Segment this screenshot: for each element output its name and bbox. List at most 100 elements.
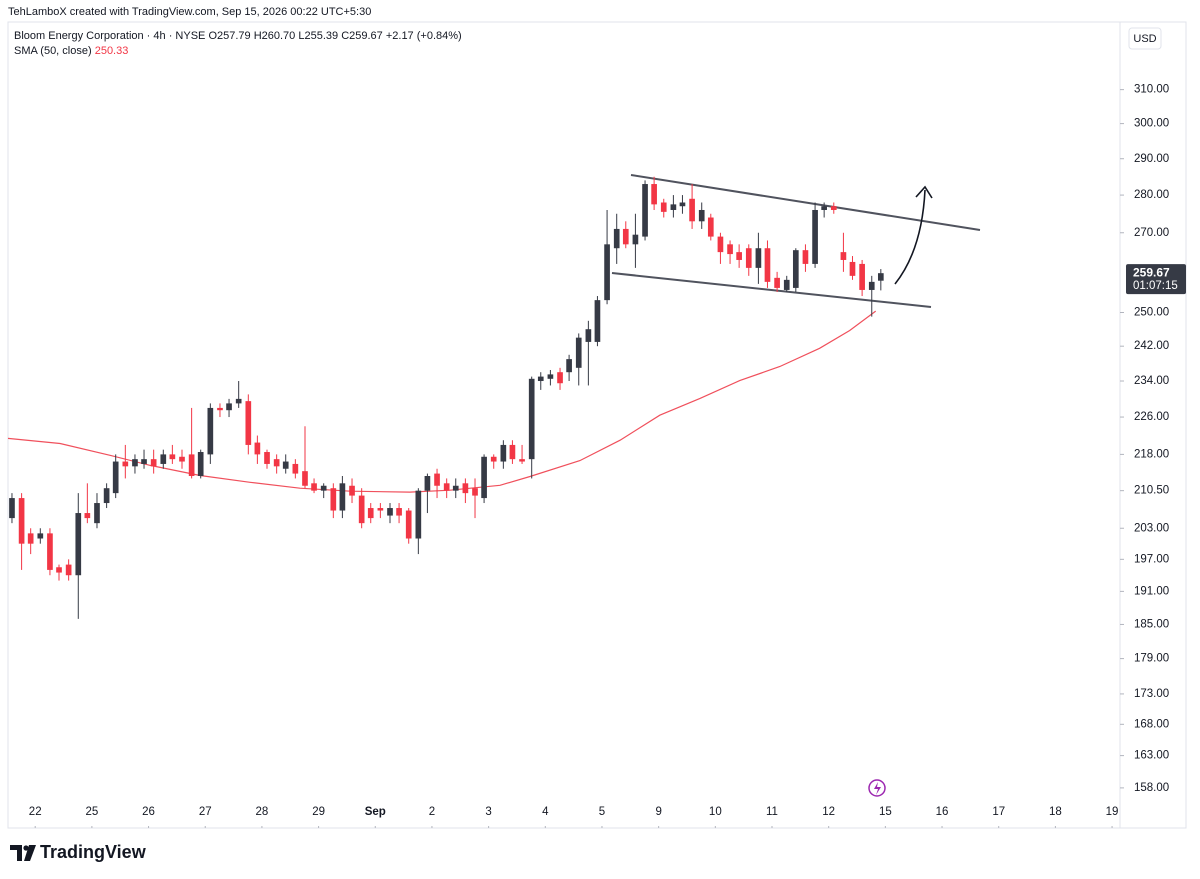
x-tick-label: 18 — [1049, 806, 1062, 818]
candle — [141, 449, 147, 469]
candle-body — [27, 533, 34, 544]
candle-body — [783, 279, 790, 290]
x-tick-label: 26 — [142, 806, 155, 818]
candle — [528, 376, 535, 479]
y-tick-label: 168.00 — [1134, 718, 1169, 730]
logo-slash — [24, 845, 36, 861]
candle — [75, 493, 82, 619]
candle-body — [349, 485, 355, 496]
close-label: C259.67 — [341, 30, 383, 42]
candle — [311, 478, 317, 494]
candle-body — [868, 281, 875, 290]
candle-body — [642, 184, 648, 237]
candle — [717, 232, 724, 264]
brand-logo — [10, 845, 36, 861]
candle-body — [594, 300, 601, 342]
candle — [830, 202, 837, 214]
candle-body — [141, 459, 147, 464]
candle — [868, 275, 875, 317]
candle — [112, 454, 119, 499]
candle — [622, 221, 629, 249]
candle — [264, 449, 270, 469]
candle-body — [160, 454, 167, 464]
candle-body — [452, 485, 459, 491]
candle — [792, 248, 799, 292]
y-tick-label: 191.00 — [1134, 585, 1169, 597]
y-tick-label: 163.00 — [1134, 750, 1169, 762]
x-tick-label: 11 — [766, 806, 778, 818]
candle-body — [660, 202, 667, 212]
candle-body — [65, 564, 72, 576]
y-tick-label: 173.00 — [1134, 688, 1169, 700]
candle-body — [859, 263, 865, 290]
candle — [660, 198, 667, 218]
high-label: H260.70 — [254, 30, 296, 42]
candle — [65, 559, 72, 581]
candle-body — [367, 508, 374, 519]
brand: TradingView — [40, 842, 147, 862]
lower-trendline[interactable] — [611, 272, 932, 308]
event-bolt — [874, 782, 881, 795]
candle-body — [519, 459, 525, 462]
candle-body — [490, 456, 497, 462]
candle — [490, 454, 497, 469]
candle — [339, 476, 346, 519]
candle — [575, 333, 582, 386]
candle — [557, 367, 563, 390]
candle-body — [557, 372, 563, 384]
candle-body — [443, 483, 450, 491]
candle-body — [339, 483, 346, 511]
candle — [840, 232, 847, 272]
candle — [217, 403, 223, 418]
countdown: 01:07:15 — [1133, 280, 1178, 292]
candle — [452, 478, 459, 499]
logo-mark — [10, 845, 22, 861]
candle-body — [330, 488, 337, 511]
candle-body — [575, 337, 582, 368]
currency: USD — [1133, 33, 1156, 45]
candle — [519, 444, 525, 464]
candle — [387, 503, 393, 524]
candle-body — [812, 209, 818, 264]
candle-body — [37, 533, 44, 539]
currency-box[interactable] — [1128, 27, 1162, 50]
candle-body — [877, 273, 884, 281]
candle-body — [622, 228, 629, 245]
low-label: L255.39 — [298, 30, 338, 42]
y-tick-label: 310.00 — [1134, 84, 1169, 96]
candle-body — [500, 444, 507, 462]
candle-body — [821, 206, 827, 210]
candle — [27, 528, 34, 555]
candle-body — [405, 510, 412, 539]
x-tick-label: 10 — [709, 806, 722, 818]
candle-body — [707, 217, 714, 237]
x-tick-label: 19 — [1106, 806, 1119, 818]
arrow[interactable] — [894, 189, 926, 285]
candle — [651, 176, 657, 210]
x-tick-label: 22 — [29, 806, 42, 818]
y-tick-label: 197.00 — [1134, 553, 1169, 565]
candle-body — [84, 513, 91, 519]
candle — [821, 202, 827, 218]
candle-body — [585, 329, 592, 342]
candle — [594, 296, 601, 347]
x-tick-label: 28 — [256, 806, 269, 818]
candle — [207, 403, 214, 464]
candle-body — [774, 277, 780, 288]
open-label: O257.79 — [208, 30, 250, 42]
candle-body — [613, 228, 620, 249]
candle — [604, 209, 610, 305]
candle — [415, 488, 422, 555]
candle-body — [717, 236, 724, 253]
candle-body — [604, 244, 610, 301]
candle-body — [302, 471, 308, 486]
candle — [859, 259, 865, 297]
candle-body — [537, 376, 544, 382]
candle — [367, 503, 374, 524]
candle — [160, 449, 167, 469]
candle — [783, 275, 790, 292]
x-tick-label: 27 — [199, 806, 212, 818]
candle-body — [217, 407, 223, 411]
y-tick-label: 290.00 — [1134, 153, 1169, 165]
